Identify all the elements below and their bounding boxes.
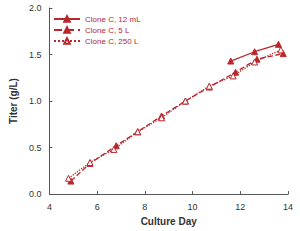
svg-text:Clone C, 12 mL: Clone C, 12 mL bbox=[85, 15, 141, 24]
svg-text:4: 4 bbox=[47, 202, 52, 212]
svg-text:Clone C, 250 L: Clone C, 250 L bbox=[85, 37, 139, 46]
svg-text:Titer (g/L): Titer (g/L) bbox=[8, 78, 19, 124]
svg-text:1.5: 1.5 bbox=[29, 50, 42, 60]
svg-text:6: 6 bbox=[95, 202, 100, 212]
svg-text:Culture Day: Culture Day bbox=[141, 216, 198, 227]
svg-text:8: 8 bbox=[142, 202, 147, 212]
svg-text:10: 10 bbox=[188, 202, 198, 212]
svg-text:0.0: 0.0 bbox=[29, 189, 42, 199]
svg-text:Clone C, 5 L: Clone C, 5 L bbox=[85, 26, 130, 35]
svg-text:14: 14 bbox=[283, 202, 293, 212]
svg-text:1.0: 1.0 bbox=[29, 96, 42, 106]
svg-text:2.0: 2.0 bbox=[29, 3, 42, 13]
svg-text:0.5: 0.5 bbox=[29, 143, 42, 153]
svg-text:12: 12 bbox=[235, 202, 245, 212]
